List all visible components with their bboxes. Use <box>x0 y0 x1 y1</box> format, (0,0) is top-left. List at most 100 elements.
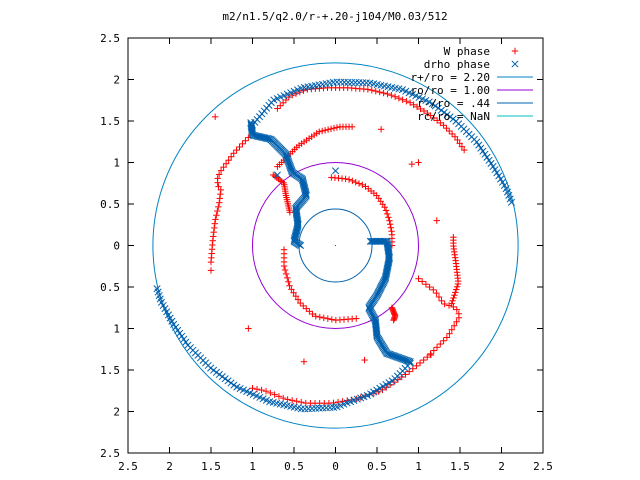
drho-phase-point <box>493 169 501 177</box>
drho-phase-point <box>285 159 293 167</box>
w-phase-point <box>236 143 243 151</box>
drho-phase-point <box>397 354 405 363</box>
drho-phase-point <box>400 355 408 363</box>
w-phase-point <box>217 186 225 194</box>
w-phase-point <box>381 204 388 211</box>
w-phase-point <box>376 88 383 96</box>
drho-phase-point <box>340 78 348 86</box>
w-phase-point <box>302 399 309 407</box>
x-tick-label: 2 <box>166 460 173 473</box>
w-phase-point <box>441 300 448 308</box>
w-phase-point <box>440 122 447 129</box>
w-phase-point <box>427 351 435 359</box>
w-phase-point <box>207 267 215 274</box>
w-phase-point <box>458 143 466 150</box>
drho-phase-point <box>485 156 493 164</box>
w-phase-point <box>433 217 440 224</box>
drho-phase-point <box>218 373 226 381</box>
drho-phase-point <box>473 138 481 146</box>
drho-phase-point <box>443 111 451 119</box>
w-phase-point <box>440 337 447 344</box>
w-phase-point <box>415 275 422 282</box>
w-phase-point <box>453 306 460 313</box>
y-tick-label: 2 <box>113 406 120 419</box>
w-phase-point <box>212 216 219 223</box>
drho-phase-point <box>284 157 292 166</box>
w-phase-point <box>426 283 433 291</box>
drho-phase-point <box>333 78 341 86</box>
x-tick-label: 2.5 <box>118 460 138 473</box>
drho-phase-point <box>282 151 290 159</box>
y-tick-label: 1 <box>113 157 120 170</box>
y-tick-label: 2.5 <box>100 447 120 460</box>
w-phase-point <box>320 314 327 322</box>
y-tick-label: 2 <box>113 74 120 87</box>
drho-phase-point <box>398 355 407 363</box>
drho-phase-point <box>481 150 489 158</box>
x-tick-label: 1.5 <box>201 460 221 473</box>
x-tick-label: 0.5 <box>367 460 387 473</box>
w-phase-point <box>446 127 453 135</box>
w-phase-point <box>386 217 393 224</box>
reference-circle <box>252 162 419 329</box>
w-phase-point <box>416 359 424 367</box>
legend-label: W phase <box>444 45 490 58</box>
w-phase-point <box>384 90 391 98</box>
y-axis-ticks: 2.5 2 1.5 1 0.5 0 0.5 1 1.5 2 2.5 <box>100 32 543 460</box>
w-phase-point <box>460 146 468 154</box>
drho-phase-point <box>283 154 291 162</box>
drho-phase-point <box>355 79 363 87</box>
w-phase-point <box>220 163 227 171</box>
w-phase-point <box>293 398 300 405</box>
w-phase-point <box>253 385 261 393</box>
w-phase-point <box>242 137 249 144</box>
w-phase-point <box>214 179 221 186</box>
w-phase-point <box>210 228 217 236</box>
drho-phase-point <box>301 405 309 413</box>
w-phase-point <box>455 314 463 321</box>
drho-phase-point <box>405 357 413 365</box>
w-phase-point <box>288 397 296 404</box>
w-phase-point <box>384 210 391 218</box>
plot-area <box>152 62 519 429</box>
drho-phase-point <box>406 358 414 366</box>
w-phase-point <box>353 395 360 403</box>
drho-phase-point <box>386 350 394 358</box>
w-phase-point <box>420 107 428 115</box>
drho-phase-point <box>174 326 182 334</box>
w-phase-point <box>217 190 224 198</box>
w-phase-point <box>318 127 326 135</box>
w-phase-point <box>449 297 456 304</box>
w-phase-point <box>279 99 287 107</box>
w-phase-point <box>424 353 431 361</box>
w-phase-point <box>286 209 294 216</box>
w-phase-point <box>419 278 426 285</box>
w-phase-point <box>230 150 237 157</box>
w-phase-point <box>377 126 385 133</box>
w-phase-point <box>406 368 413 375</box>
w-phase-point <box>450 294 457 302</box>
drho-phase-point <box>402 356 410 364</box>
drho-phase-point <box>265 135 273 143</box>
drho-phase-point <box>312 404 320 412</box>
w-phase-point <box>359 181 366 189</box>
drho-phase-point <box>395 354 403 362</box>
w-phase-point <box>300 302 307 310</box>
w-phase-point <box>448 130 456 138</box>
chart-title: m2/n1.5/q2.0/r-+.20-j104/M0.03/512 <box>222 10 447 23</box>
w-phase-point <box>211 224 218 232</box>
drho-phase-point <box>498 178 507 186</box>
w-phase-point <box>227 153 235 160</box>
reference-circles <box>152 62 519 429</box>
w-phase-point <box>437 119 444 127</box>
drho-phase-point <box>511 60 519 68</box>
w-phase-point <box>333 124 341 131</box>
drho-phase-point <box>264 134 272 143</box>
w-phase-point <box>233 146 240 154</box>
w-phase-point <box>410 101 417 108</box>
w-phase-point <box>355 180 363 187</box>
w-phase-point <box>387 224 395 231</box>
w-phase-point <box>352 179 359 186</box>
